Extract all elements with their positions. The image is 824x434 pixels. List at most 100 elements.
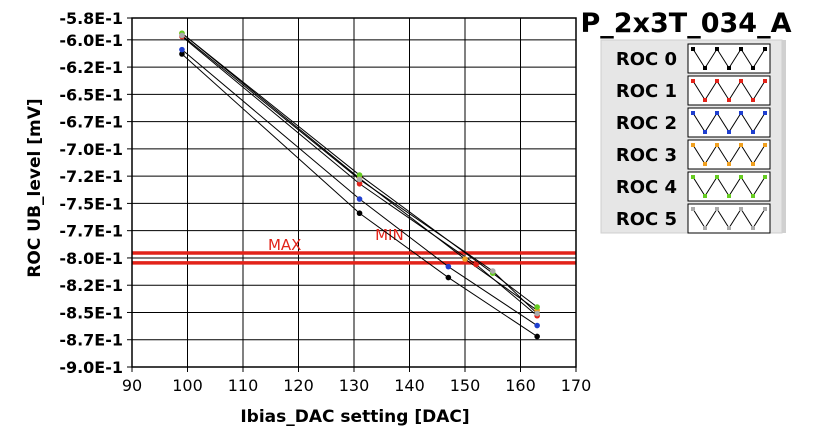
y-tick-label: -6.2E-1 [59, 58, 123, 77]
legend-marker-roc-2 [739, 111, 743, 115]
x-tick-label: 130 [339, 376, 370, 395]
data-point-roc-0 [356, 210, 363, 217]
legend-marker-roc-5 [751, 226, 755, 230]
x-tick-label: 140 [394, 376, 425, 395]
data-point-roc-0 [179, 51, 185, 57]
legend-label-roc-0: ROC 0 [616, 49, 677, 70]
legend-marker-roc-5 [703, 226, 707, 230]
legend-label-roc-1: ROC 1 [616, 81, 677, 102]
x-tick-label: 120 [283, 376, 314, 395]
legend-marker-roc-0 [727, 66, 731, 70]
data-point-roc-5 [534, 310, 540, 317]
legend-marker-roc-1 [763, 79, 767, 83]
data-point-roc-2 [356, 196, 363, 202]
legend-marker-roc-3 [715, 143, 719, 147]
data-point-roc-5 [489, 268, 496, 274]
x-tick-label: 100 [172, 376, 203, 395]
y-tick-label: -8.0E-1 [59, 249, 123, 268]
legend-marker-roc-5 [727, 226, 731, 230]
legend-marker-roc-5 [691, 207, 695, 211]
legend-marker-roc-2 [715, 111, 719, 115]
legend-marker-roc-0 [703, 66, 707, 70]
legend-marker-roc-3 [703, 162, 707, 166]
data-point-roc-4 [534, 304, 540, 310]
y-tick-label: -7.0E-1 [59, 140, 123, 159]
legend-marker-roc-4 [715, 175, 719, 179]
legend-marker-roc-2 [691, 111, 695, 115]
y-tick-label: -7.2E-1 [59, 167, 123, 186]
y-tick-label: -5.8E-1 [59, 9, 123, 28]
y-axis-label: ROC UB_level [mV] [25, 98, 45, 277]
legend-marker-roc-0 [715, 47, 719, 51]
legend-marker-roc-2 [763, 111, 767, 115]
x-tick-label: 170 [561, 376, 592, 395]
x-tick-label: 150 [450, 376, 481, 395]
x-axis-label: Ibias_DAC setting [DAC] [240, 407, 469, 427]
legend-marker-roc-2 [751, 130, 755, 134]
x-tick-label: 90 [122, 376, 142, 395]
max-line-label: MAX [268, 236, 301, 254]
data-point-roc-0 [534, 333, 540, 340]
data-point-roc-2 [445, 263, 452, 270]
legend-marker-roc-5 [763, 207, 767, 211]
legend-marker-roc-0 [739, 47, 743, 51]
legend-scrollbar [782, 40, 786, 233]
legend-marker-roc-2 [703, 130, 707, 134]
x-tick-label: 160 [505, 376, 536, 395]
legend-marker-roc-5 [739, 207, 743, 211]
data-point-roc-5 [356, 176, 363, 183]
legend-marker-roc-3 [691, 143, 695, 147]
legend: ROC 0 ROC 1 ROC 2 ROC 3 ROC 4 ROC 5 [600, 39, 786, 234]
legend-marker-roc-4 [691, 175, 695, 179]
legend-marker-roc-4 [763, 175, 767, 179]
legend-marker-roc-1 [715, 79, 719, 83]
legend-marker-roc-3 [727, 162, 731, 166]
legend-marker-roc-0 [763, 47, 767, 51]
series-line-roc-5 [181, 35, 538, 314]
series-line-roc-3 [181, 32, 538, 311]
plot-frame [131, 17, 577, 368]
legend-marker-roc-1 [691, 79, 695, 83]
legend-marker-roc-0 [751, 66, 755, 70]
series-line-roc-2 [181, 49, 538, 326]
data-point-roc-3 [462, 256, 468, 262]
y-tick-label: -6.7E-1 [59, 113, 123, 132]
data-point-roc-2 [179, 46, 185, 53]
x-tick-label: 110 [228, 376, 259, 395]
legend-marker-roc-1 [751, 98, 755, 102]
legend-marker-roc-0 [691, 47, 695, 51]
legend-marker-roc-3 [751, 162, 755, 166]
data-point-roc-0 [445, 274, 452, 281]
legend-marker-roc-3 [763, 143, 767, 147]
y-tick-label: -8.2E-1 [59, 276, 123, 295]
data-point-roc-1 [473, 261, 479, 268]
legend-marker-roc-4 [703, 194, 707, 198]
y-tick-label: -9.0E-1 [59, 358, 123, 377]
legend-label-roc-4: ROC 4 [616, 177, 677, 198]
legend-label-roc-2: ROC 2 [616, 113, 677, 134]
legend-marker-roc-3 [739, 143, 743, 147]
y-tick-label: -6.5E-1 [59, 85, 123, 104]
chart-title: P_2x3T_034_A [581, 8, 792, 39]
y-tick-label: -8.7E-1 [59, 331, 123, 350]
legend-marker-roc-4 [739, 175, 743, 179]
series-line-roc-0 [181, 53, 538, 337]
legend-label-roc-3: ROC 3 [616, 145, 677, 166]
y-tick-label: -6.0E-1 [59, 31, 123, 50]
y-tick-label: -7.5E-1 [59, 194, 123, 213]
series-line-roc-1 [181, 36, 538, 317]
data-point-roc-1 [356, 180, 363, 187]
legend-marker-roc-1 [727, 98, 731, 102]
legend-marker-roc-4 [727, 194, 731, 198]
legend-marker-roc-4 [751, 194, 755, 198]
y-tick-label: -7.7E-1 [59, 222, 123, 241]
legend-marker-roc-1 [703, 98, 707, 102]
legend-marker-roc-2 [727, 130, 731, 134]
data-point-roc-5 [179, 32, 185, 39]
legend-marker-roc-1 [739, 79, 743, 83]
legend-marker-roc-5 [715, 207, 719, 211]
series-line-roc-4 [181, 32, 538, 308]
data-point-roc-2 [534, 322, 540, 329]
